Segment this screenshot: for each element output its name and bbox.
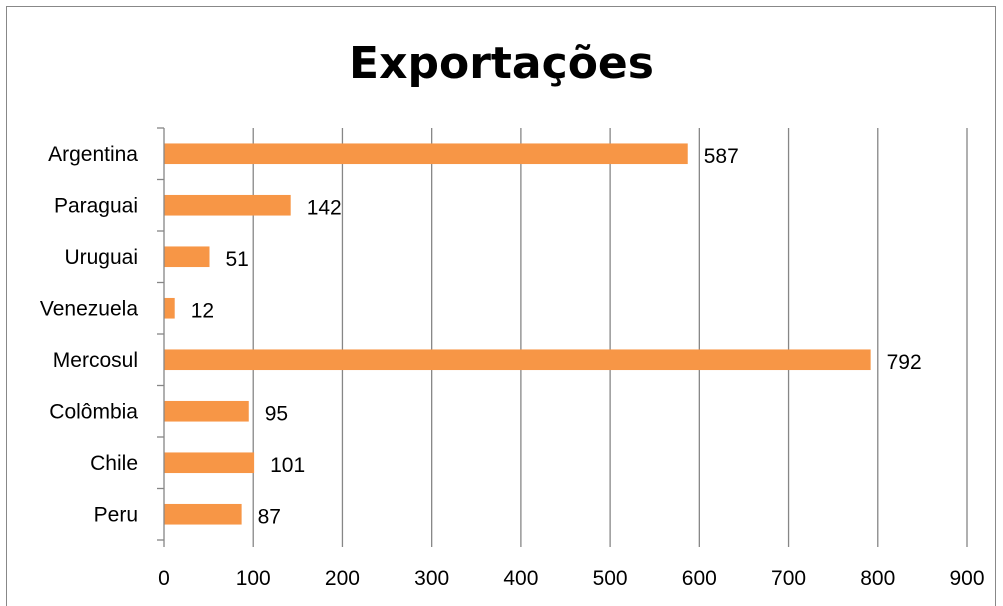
data-label: 587 xyxy=(704,145,739,168)
bar-chile xyxy=(164,452,255,474)
data-label: 12 xyxy=(191,299,214,322)
bars xyxy=(164,143,871,525)
bar-mercosul xyxy=(164,349,871,371)
x-tick-label: 100 xyxy=(236,567,271,590)
labels: 0 100 200 300 400 500 600 700 800 900 Argentina 587… xyxy=(40,143,985,590)
bar-uruguai xyxy=(164,246,210,268)
data-label: 87 xyxy=(258,505,281,528)
bar-paraguai xyxy=(164,194,291,216)
x-tick-label: 600 xyxy=(682,567,717,590)
x-tick-label: 0 xyxy=(158,567,170,590)
category-label: Paraguai xyxy=(54,194,138,217)
data-label: 51 xyxy=(226,248,249,271)
category-label: Venezuela xyxy=(40,297,138,320)
chart-title: Exportações xyxy=(349,38,654,89)
category-label: Mercosul xyxy=(53,349,138,372)
x-tick-label: 300 xyxy=(414,567,449,590)
bar-argentina xyxy=(164,143,688,165)
x-tick-label: 800 xyxy=(860,567,895,590)
category-label: Argentina xyxy=(48,143,138,166)
x-tick-label: 500 xyxy=(593,567,628,590)
bar-venezuela xyxy=(164,297,175,319)
category-label: Colômbia xyxy=(49,400,138,423)
x-tick-label: 200 xyxy=(325,567,360,590)
category-label: Chile xyxy=(90,452,138,475)
data-label: 142 xyxy=(307,196,342,219)
bar-colômbia xyxy=(164,400,249,422)
data-label: 101 xyxy=(270,454,305,477)
gridlines xyxy=(252,128,968,540)
data-label: 95 xyxy=(265,402,288,425)
x-tick-label: 700 xyxy=(771,567,806,590)
category-label: Peru xyxy=(94,503,138,526)
x-tick-label: 900 xyxy=(949,567,984,590)
x-tick-label: 400 xyxy=(503,567,538,590)
axes xyxy=(157,127,968,547)
bar-peru xyxy=(164,503,242,525)
category-label: Uruguai xyxy=(64,246,138,269)
data-label: 792 xyxy=(887,351,922,374)
